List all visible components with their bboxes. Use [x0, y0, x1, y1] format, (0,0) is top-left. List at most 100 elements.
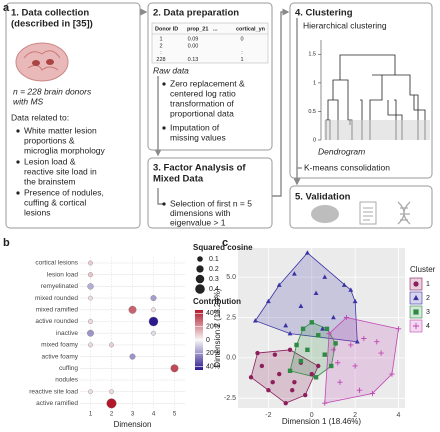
- x-tick-label: 4: [397, 412, 401, 419]
- bubble: [88, 342, 93, 348]
- point: [378, 350, 384, 356]
- step-title: (described in [35]): [11, 19, 93, 30]
- y-tick-label: mixed ramified: [36, 307, 79, 314]
- y-tick-label: cuffing: [59, 365, 78, 372]
- point: [389, 371, 395, 377]
- size-legend-key: [197, 256, 203, 262]
- point: [354, 339, 360, 344]
- step-title: 1. Data collection: [11, 8, 89, 19]
- arrow: [272, 8, 290, 197]
- intro: Data related to:: [11, 112, 69, 122]
- brain-illustration: [15, 42, 69, 82]
- bullet-text: Zero replacement &: [170, 78, 245, 88]
- point: [276, 282, 282, 287]
- bubble: [170, 364, 179, 373]
- x-tick-label: 0: [310, 412, 314, 419]
- step-subtitle: Hierarchical clustering: [303, 20, 387, 30]
- step-title: 2. Data preparation: [153, 8, 239, 19]
- bubble: [151, 330, 156, 336]
- point: [248, 375, 254, 380]
- point: [287, 331, 293, 336]
- step-title: 4. Clustering: [295, 8, 353, 19]
- bullet: [162, 202, 166, 206]
- point: [266, 388, 271, 393]
- point: [298, 303, 304, 308]
- bullet: [162, 82, 166, 86]
- color-legend-title: Contribution: [193, 297, 241, 306]
- bullet: [16, 191, 20, 195]
- size-legend-key: [196, 265, 204, 273]
- point: [343, 314, 350, 321]
- legend-marker: [413, 281, 419, 287]
- bullet: [16, 129, 20, 133]
- bullet-text: cuffing & cortical: [24, 197, 86, 207]
- table-cell: 1: [159, 36, 162, 42]
- table-cell: 0.13: [188, 57, 199, 63]
- bubble: [109, 342, 114, 348]
- table-caption: Raw data: [153, 65, 189, 75]
- validation-icons: [311, 201, 411, 225]
- x-tick-label: 4: [152, 411, 156, 418]
- y-tick-label: 5.0: [226, 274, 236, 281]
- y-axis-title: Dimension 2 (13.24%): [213, 288, 222, 367]
- donor-count: n = 228 brain donors: [13, 86, 92, 96]
- legend-marker: [413, 294, 419, 301]
- point: [300, 326, 306, 332]
- bullet-text: proportional data: [170, 108, 234, 118]
- point: [294, 342, 299, 348]
- point: [270, 379, 275, 385]
- point: [298, 358, 304, 364]
- bullet-text: Selection of first n = 5: [170, 198, 252, 208]
- point: [305, 347, 310, 353]
- point: [259, 363, 265, 369]
- point: [356, 387, 363, 393]
- legend-label: 4: [426, 323, 430, 330]
- y-tick-label: active foamy: [42, 353, 79, 360]
- y-tick-label: 0.0: [226, 355, 236, 362]
- point: [277, 371, 282, 377]
- point: [283, 322, 289, 328]
- bullet-text: Presence of nodules,: [24, 187, 104, 197]
- point: [322, 274, 328, 279]
- bubble: [150, 295, 157, 302]
- point: [320, 326, 326, 331]
- table-header: cortical_yn: [236, 26, 266, 32]
- bubble: [87, 329, 94, 337]
- bubble: [129, 353, 136, 360]
- table-header: prop_21: [187, 26, 208, 32]
- x-tick-label: 2: [353, 412, 357, 419]
- point: [331, 314, 336, 320]
- plot-background: [238, 248, 405, 408]
- bullet-text: dimensions with: [170, 208, 231, 218]
- y-tick-label: inactive: [56, 330, 78, 337]
- bubble: [151, 307, 156, 313]
- color-legend-label: 20%: [206, 324, 220, 331]
- bullet-text: eigenvalue > 1: [170, 217, 226, 227]
- step-title: Mixed Data: [153, 174, 204, 185]
- point: [326, 331, 332, 337]
- bullet-text: proportions &: [24, 135, 75, 145]
- dendrogram-caption: Dendrogram: [318, 146, 365, 156]
- bullet-text: transformation of: [170, 98, 234, 108]
- point: [313, 375, 319, 380]
- color-legend-label: 40%: [206, 310, 220, 317]
- y-tick-label: 2.5: [226, 314, 236, 321]
- connector: [157, 188, 164, 205]
- point: [322, 352, 327, 357]
- bubble: [128, 305, 137, 314]
- point: [265, 298, 271, 304]
- point: [272, 352, 278, 357]
- point: [303, 392, 308, 398]
- size-legend-label: 0.3: [209, 276, 219, 283]
- legend-label: 1: [426, 281, 430, 288]
- point: [304, 250, 310, 255]
- panel-label: a: [3, 2, 10, 14]
- point: [287, 347, 293, 353]
- size-legend-label: 0.4: [209, 286, 219, 293]
- point: [361, 335, 367, 342]
- donor-count: with MS: [13, 96, 44, 106]
- y-tick-label: reactive site load: [29, 388, 78, 395]
- point: [395, 326, 402, 332]
- table-cell: 0.09: [188, 36, 199, 42]
